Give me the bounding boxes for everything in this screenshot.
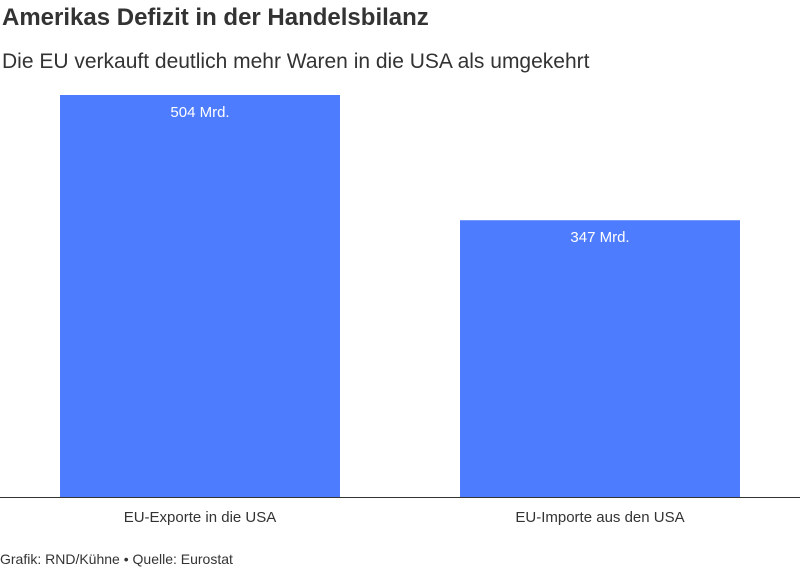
bar-2: [460, 220, 740, 497]
bar-labels-group: 504 Mrd. 347 Mrd.: [170, 104, 629, 246]
credit-text: Grafik: RND/Kühne: [0, 551, 120, 567]
chart-subtitle: Die EU verkauft deutlich mehr Waren in d…: [2, 50, 590, 73]
bars-group: [60, 95, 740, 497]
bar-chart: 504 Mrd.347 Mrd. EU-Exporte in die USA EU…: [0, 95, 800, 526]
chart-title: Amerikas Defizit in der Handelsbilanz: [2, 4, 429, 31]
bar-value-label-2: 347 Mrd.: [570, 229, 629, 246]
bar-1: [60, 95, 340, 497]
bar-value-label-1: 504 Mrd.: [170, 104, 229, 121]
chart-footer: Grafik: RND/Kühne • Quelle: Eurostat: [0, 551, 233, 567]
category-labels-group: EU-Exporte in die USA EU-Importe aus den …: [124, 509, 685, 526]
footer-separator: •: [123, 551, 129, 567]
category-label-2: EU-Importe aus den USA: [515, 509, 684, 526]
category-label-1: EU-Exporte in die USA: [124, 509, 277, 526]
source-text: Quelle: Eurostat: [132, 551, 233, 567]
